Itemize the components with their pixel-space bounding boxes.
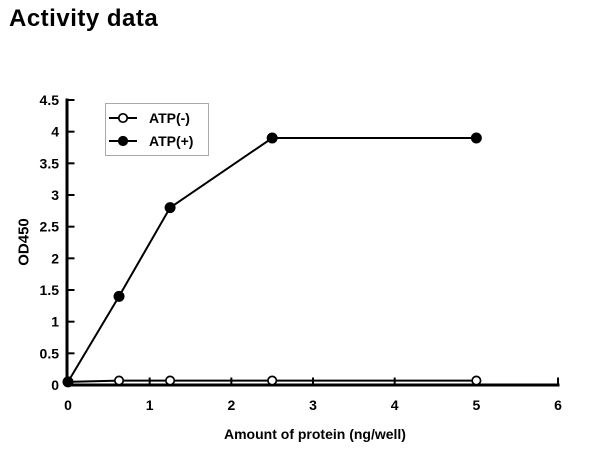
legend-label: ATP(+)	[149, 133, 194, 149]
series-point	[267, 375, 278, 386]
x-axis-title: Amount of protein (ng/well)	[224, 426, 406, 442]
x-tick-label: 6	[554, 397, 562, 413]
series-point	[113, 375, 125, 386]
y-tick-label: 4	[51, 124, 59, 140]
x-tick-label: 3	[309, 397, 317, 413]
y-tick-label: 3	[51, 187, 59, 203]
chart-title: Activity data	[9, 5, 159, 32]
y-tick-label: 0.5	[40, 345, 60, 361]
series-point	[165, 375, 176, 386]
series-point	[164, 202, 176, 214]
y-axis-title: OD450	[15, 218, 33, 266]
x-tick-label: 4	[391, 397, 399, 413]
series-line	[67, 137, 477, 383]
y-tick-label: 0	[51, 377, 59, 393]
filled-circle-marker-icon	[109, 135, 137, 147]
y-tick-label: 1	[51, 314, 59, 330]
open-circle-marker-icon	[109, 112, 137, 124]
legend-item-atp-minus: ATP(-)	[108, 107, 208, 129]
y-tick-label: 3.5	[40, 155, 60, 171]
series-point	[113, 290, 125, 302]
legend-item-atp-plus: ATP(+)	[108, 130, 208, 152]
y-tick-label: 2.5	[40, 219, 60, 235]
x-tick-label: 1	[146, 397, 154, 413]
y-tick-label: 4.5	[40, 92, 60, 108]
series-point	[471, 375, 482, 386]
x-tick-label: 5	[472, 397, 480, 413]
legend-label: ATP(-)	[149, 110, 190, 126]
series-point	[62, 376, 74, 388]
series-point	[470, 132, 482, 144]
y-tick-label: 2	[51, 250, 59, 266]
x-tick-label: 2	[227, 397, 235, 413]
x-tick-label: 0	[64, 397, 72, 413]
series-point	[266, 132, 278, 144]
legend: ATP(-) ATP(+)	[105, 103, 209, 156]
y-tick-label: 1.5	[40, 282, 60, 298]
